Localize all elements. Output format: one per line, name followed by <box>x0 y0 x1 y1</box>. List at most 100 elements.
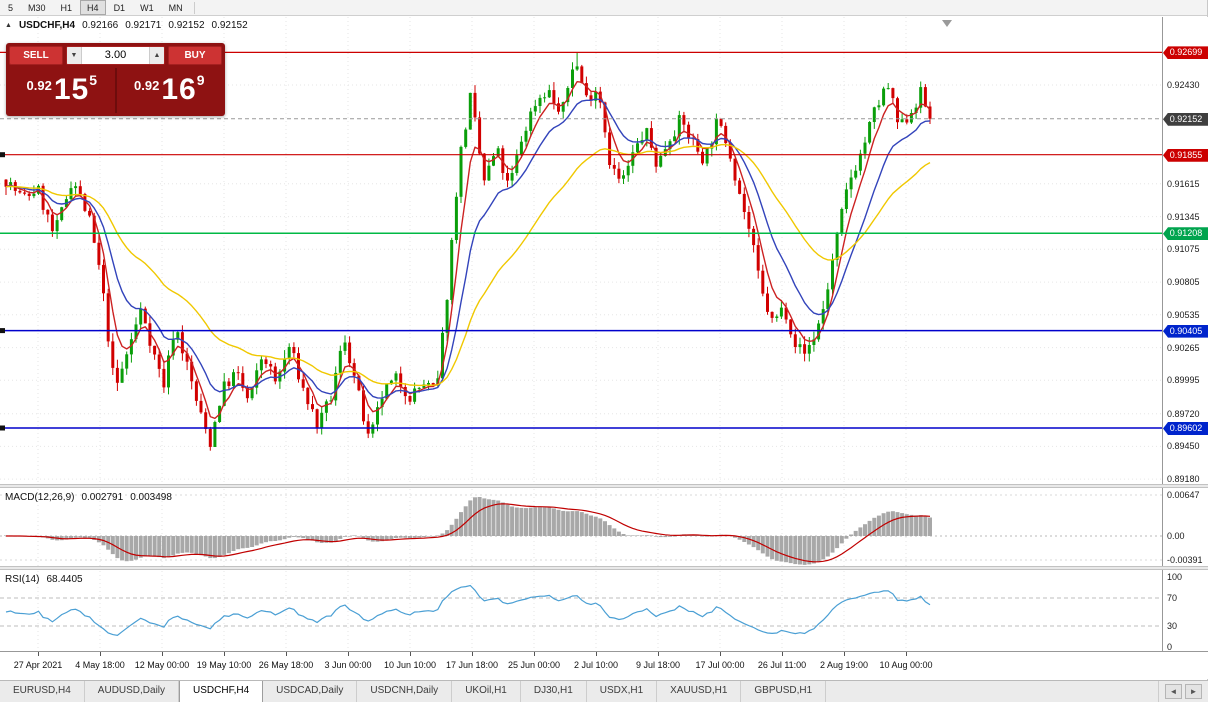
macd-label: MACD(12,26,9) 0.002791 0.003498 <box>5 492 172 503</box>
timeframe-button-d1[interactable]: D1 <box>107 0 133 15</box>
time-label: 9 Jul 18:00 <box>635 660 681 670</box>
tab-scroll-controls: ◄ ► <box>1158 681 1208 702</box>
time-label: 27 Apr 2021 <box>13 660 63 670</box>
price-axis: 0.92430 0.91615 0.91345 0.91075 0.90805 0.905… <box>1162 17 1208 652</box>
time-tick <box>720 652 721 656</box>
time-tick <box>162 652 163 656</box>
rsi-pane[interactable]: RSI(14) 68.4405 <box>0 571 1162 651</box>
tabs-scroll-left-button[interactable]: ◄ <box>1165 684 1182 699</box>
sell-price-point: 5 <box>89 72 97 88</box>
time-label: 26 May 18:00 <box>258 660 314 670</box>
candlestick-chart[interactable] <box>0 17 1162 485</box>
volume-value[interactable]: 3.00 <box>104 49 127 61</box>
price-badge-support: 0.90405 <box>1163 324 1208 338</box>
rsi-name: RSI(14) <box>5 574 40 585</box>
main-chart-pane[interactable]: ▲ USDCHF,H4 0.92166 0.92171 0.92152 0.92… <box>0 17 1162 485</box>
time-tick <box>348 652 349 656</box>
timeframe-toolbar: 5 M30 H1 H4 D1 W1 MN <box>0 0 1207 16</box>
tabs-scroll-right-button[interactable]: ► <box>1185 684 1202 699</box>
chart-tab-gbpusd[interactable]: GBPUSD,H1 <box>741 681 827 702</box>
timeframe-button-5[interactable]: 5 <box>1 0 20 15</box>
time-label: 26 Jul 11:00 <box>757 660 807 670</box>
time-tick <box>38 652 39 656</box>
sell-button[interactable]: SELL <box>9 46 63 65</box>
time-label: 10 Jun 10:00 <box>383 660 437 670</box>
price-axis-label: 0.91075 <box>1167 244 1200 255</box>
pane-splitter-macd[interactable] <box>0 484 1208 488</box>
time-label: 10 Aug 00:00 <box>879 660 933 670</box>
ohlc-close: 0.92152 <box>211 20 248 31</box>
price-axis-label: 0.90265 <box>1167 342 1200 353</box>
chart-tab-usdcad[interactable]: USDCAD,Daily <box>263 681 358 702</box>
price-axis-label: 0.90805 <box>1167 277 1200 288</box>
time-label: 2 Aug 19:00 <box>819 660 869 670</box>
chart-tab-usdcnh[interactable]: USDCNH,Daily <box>357 681 453 702</box>
price-axis-label: 0.91345 <box>1167 211 1200 222</box>
toolbar-separator <box>193 1 195 14</box>
volume-decrease-button[interactable]: ▼ <box>67 47 82 64</box>
sell-price-pips: 15 <box>53 73 90 106</box>
chart-tab-ukoil[interactable]: UKOil,H1 <box>452 681 521 702</box>
chart-tab-audusd[interactable]: AUDUSD,Daily <box>85 681 180 702</box>
timeframe-button-h4[interactable]: H4 <box>80 0 106 15</box>
chart-tab-usdchf[interactable]: USDCHF,H4 <box>179 681 264 702</box>
ohlc-high: 0.92171 <box>125 20 162 31</box>
buy-price-display[interactable]: 0.92169 <box>117 68 223 113</box>
macd-pane[interactable]: MACD(12,26,9) 0.002791 0.003498 <box>0 489 1162 567</box>
time-tick <box>782 652 783 656</box>
time-label: 3 Jun 00:00 <box>324 660 372 670</box>
price-badge-resistance: 0.92699 <box>1163 46 1208 60</box>
price-badge-level: 0.91208 <box>1163 227 1208 241</box>
chart-tab-dj30[interactable]: DJ30,H1 <box>521 681 587 702</box>
macd-axis-label: 0.00647 <box>1167 490 1200 500</box>
macd-axis-label: 0.00 <box>1167 531 1185 541</box>
time-tick <box>472 652 473 656</box>
macd-axis-label: -0.00391 <box>1167 555 1203 565</box>
macd-value1: 0.002791 <box>81 492 124 503</box>
rsi-axis-label: 100 <box>1167 572 1183 582</box>
price-axis-label: 0.89180 <box>1167 474 1200 485</box>
time-axis: 27 Apr 2021 4 May 18:00 12 May 00:00 19 May… <box>0 651 1208 679</box>
time-label: 2 Jul 10:00 <box>573 660 619 670</box>
price-axis-label: 0.92430 <box>1167 80 1200 90</box>
chart-tabbar: EURUSD,H4 AUDUSD,Daily USDCHF,H4 USDCAD,Dai… <box>0 680 1208 702</box>
time-tick <box>534 652 535 656</box>
one-click-trading-panel: SELL ▼ 3.00 ▲ BUY 0.92155 0.92169 <box>6 43 225 116</box>
time-tick <box>224 652 225 656</box>
time-tick <box>658 652 659 656</box>
volume-control: ▼ 3.00 ▲ <box>66 46 165 65</box>
sell-price-display[interactable]: 0.92155 <box>9 68 117 113</box>
timeframe-button-mn[interactable]: MN <box>162 0 190 15</box>
sell-price-big: 0.92 <box>26 78 52 93</box>
volume-increase-button[interactable]: ▲ <box>149 47 164 64</box>
chart-tab-eurusd[interactable]: EURUSD,H4 <box>0 681 85 702</box>
macd-chart[interactable] <box>0 489 1162 567</box>
rsi-label: RSI(14) 68.4405 <box>5 574 83 585</box>
price-badge-support: 0.89602 <box>1163 421 1208 435</box>
timeframe-button-h1[interactable]: H1 <box>54 0 80 15</box>
buy-button[interactable]: BUY <box>168 46 222 65</box>
chart-symbol: USDCHF,H4 <box>18 20 76 31</box>
timeframe-button-m30[interactable]: M30 <box>21 0 53 15</box>
chart-tab-xauusd[interactable]: XAUUSD,H1 <box>657 681 742 702</box>
current-price-badge: 0.92152 <box>1163 112 1208 126</box>
ohlc-low: 0.92152 <box>168 20 205 31</box>
time-tick <box>286 652 287 656</box>
buy-price-big: 0.92 <box>134 78 160 93</box>
price-axis-label: 0.89995 <box>1167 375 1200 386</box>
price-axis-label: 0.89450 <box>1167 441 1200 452</box>
chart-window: ▲ USDCHF,H4 0.92166 0.92171 0.92152 0.92… <box>0 17 1208 679</box>
price-badge-resistance: 0.91855 <box>1163 148 1208 162</box>
rsi-axis-label: 0 <box>1167 642 1173 652</box>
price-axis-label: 0.90535 <box>1167 309 1200 320</box>
buy-price-pips: 16 <box>161 73 197 106</box>
pane-splitter-rsi[interactable] <box>0 566 1208 570</box>
chart-tab-usdx[interactable]: USDX,H1 <box>587 681 658 702</box>
rsi-chart[interactable] <box>0 571 1162 651</box>
chart-title: ▲ USDCHF,H4 0.92166 0.92171 0.92152 0.92… <box>5 20 248 31</box>
time-label: 12 May 00:00 <box>134 660 190 670</box>
chart-window-icon: ▲ <box>5 22 12 29</box>
time-label: 4 May 18:00 <box>75 660 125 670</box>
timeframe-button-w1[interactable]: W1 <box>133 0 161 15</box>
time-label: 17 Jul 00:00 <box>695 660 745 670</box>
